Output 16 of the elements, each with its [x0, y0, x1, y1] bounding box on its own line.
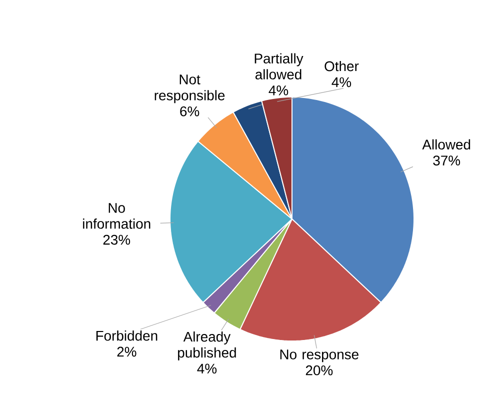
slice-label: No response: [280, 350, 358, 362]
slice-label: Already published: [178, 331, 236, 360]
data-label: 23%: [103, 234, 130, 245]
data-label: 4%: [332, 77, 352, 88]
slice-label: Forbidden: [96, 330, 158, 341]
data-label: 4%: [268, 86, 288, 96]
data-label: 20%: [306, 365, 333, 376]
slice-label: Allowed: [422, 139, 470, 150]
data-label: 6%: [180, 106, 200, 116]
slice-label: No information: [83, 203, 150, 229]
slice-label: Not responsible: [154, 74, 225, 104]
data-label: 37%: [433, 156, 460, 166]
slice-label: Other: [324, 60, 359, 72]
data-label: 4%: [197, 364, 217, 374]
slice-label: Partially allowed: [254, 53, 304, 80]
data-label: 2%: [117, 346, 136, 357]
